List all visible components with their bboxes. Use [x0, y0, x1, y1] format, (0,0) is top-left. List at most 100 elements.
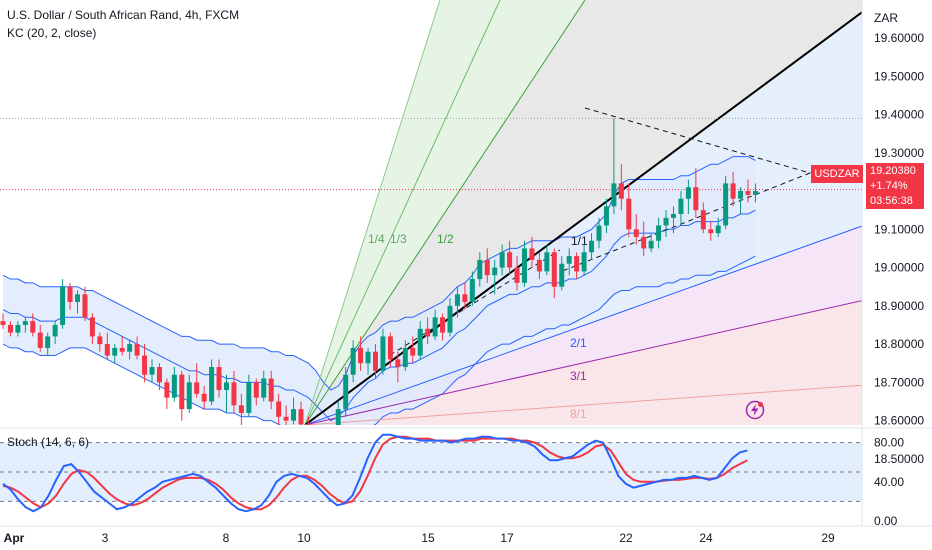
candle-body[interactable] [544, 252, 550, 272]
candle-body[interactable] [417, 328, 423, 356]
candle-body[interactable] [164, 382, 170, 398]
candle-body[interactable] [0, 321, 6, 325]
candle-body[interactable] [22, 321, 28, 325]
candle-body[interactable] [276, 401, 282, 417]
candle-body[interactable] [261, 378, 267, 398]
candle-body[interactable] [149, 367, 155, 375]
candle-body[interactable] [589, 240, 595, 253]
candle-body[interactable] [127, 344, 133, 352]
candle-body[interactable] [492, 267, 498, 276]
candle-body[interactable] [469, 279, 475, 302]
candle-body[interactable] [648, 240, 654, 249]
candle-body[interactable] [37, 332, 43, 348]
price-pane[interactable]: 1/4 1/3 1/2 1/1 2/1 3/1 8/1 [0, 0, 865, 470]
candle-body[interactable] [142, 355, 148, 375]
candle-body[interactable] [507, 252, 513, 268]
candle-body[interactable] [633, 229, 639, 237]
candle-body[interactable] [596, 225, 602, 241]
candle-body[interactable] [82, 294, 88, 318]
candle-body[interactable] [298, 409, 304, 425]
candle-body[interactable] [529, 248, 535, 260]
candle-body[interactable] [745, 191, 751, 195]
candle-body[interactable] [499, 252, 505, 268]
candle-body[interactable] [201, 393, 207, 402]
keltner-legend[interactable]: KC (20, 2, close) [7, 26, 97, 40]
candle-body[interactable] [484, 259, 490, 276]
candle-body[interactable] [238, 405, 244, 413]
candle-body[interactable] [209, 367, 215, 402]
candle-body[interactable] [30, 321, 36, 333]
candle-body[interactable] [246, 382, 252, 413]
candle-body[interactable] [171, 374, 177, 398]
candle-body[interactable] [514, 267, 520, 283]
candle-body[interactable] [283, 416, 289, 421]
candle-body[interactable] [462, 294, 468, 302]
candle-body[interactable] [603, 206, 609, 226]
candle-body[interactable] [350, 347, 356, 375]
candle-body[interactable] [335, 409, 341, 443]
candle-body[interactable] [723, 183, 729, 226]
candle-body[interactable] [752, 191, 758, 195]
candle-body[interactable] [440, 317, 446, 333]
candle-body[interactable] [373, 351, 378, 371]
candle-body[interactable] [522, 248, 527, 283]
stochastic-pane[interactable] [0, 433, 862, 513]
candle-body[interactable] [156, 367, 162, 383]
candle-body[interactable] [7, 324, 13, 333]
candle-body[interactable] [574, 256, 580, 272]
candle-body[interactable] [641, 236, 647, 249]
lightning-icon[interactable] [745, 400, 765, 420]
candle-body[interactable] [186, 382, 192, 410]
candle-body[interactable] [454, 294, 460, 306]
candle-body[interactable] [566, 256, 572, 264]
candle-body[interactable] [738, 191, 744, 199]
candle-body[interactable] [253, 382, 259, 398]
candle-body[interactable] [305, 424, 311, 439]
candle-body[interactable] [231, 382, 237, 406]
candle-body[interactable] [365, 351, 371, 364]
candle-body[interactable] [358, 347, 364, 364]
candle-body[interactable] [611, 183, 617, 207]
candle-body[interactable] [581, 252, 587, 272]
candle-body[interactable] [432, 317, 438, 337]
candle-body[interactable] [224, 382, 229, 390]
candle-body[interactable] [425, 328, 431, 337]
candle-body[interactable] [626, 198, 632, 230]
candle-body[interactable] [119, 347, 125, 352]
candle-body[interactable] [559, 263, 565, 287]
candle-body[interactable] [618, 183, 624, 199]
candle-body[interactable] [715, 225, 721, 234]
candle-body[interactable] [671, 213, 676, 218]
candle-body[interactable] [551, 252, 557, 287]
candle-body[interactable] [134, 344, 140, 356]
candle-body[interactable] [112, 347, 118, 356]
candle-body[interactable] [700, 210, 706, 230]
candle-body[interactable] [97, 336, 103, 345]
candle-body[interactable] [179, 374, 185, 410]
candle-body[interactable] [395, 359, 401, 368]
candle-body[interactable] [387, 336, 393, 360]
candle-body[interactable] [656, 225, 662, 241]
candle-body[interactable] [67, 286, 73, 302]
candle-body[interactable] [60, 286, 66, 325]
candle-body[interactable] [268, 378, 274, 402]
candle-body[interactable] [45, 336, 51, 348]
candle-body[interactable] [663, 217, 669, 226]
candle-body[interactable] [89, 317, 95, 337]
candle-body[interactable] [685, 187, 691, 199]
candle-body[interactable] [216, 367, 222, 390]
candle-body[interactable] [380, 336, 386, 371]
candle-body[interactable] [343, 374, 349, 410]
candle-body[interactable] [410, 347, 416, 356]
candle-body[interactable] [75, 294, 80, 302]
candle-body[interactable] [52, 324, 58, 337]
candle-body[interactable] [536, 259, 542, 272]
candle-body[interactable] [15, 324, 21, 333]
candle-body[interactable] [291, 409, 297, 421]
candle-body[interactable] [104, 344, 110, 356]
currency-label[interactable]: ZAR [874, 11, 898, 25]
candle-body[interactable] [194, 382, 200, 394]
stoch-legend[interactable]: Stoch (14, 6, 6) [7, 435, 90, 449]
candle-body[interactable] [477, 259, 483, 280]
